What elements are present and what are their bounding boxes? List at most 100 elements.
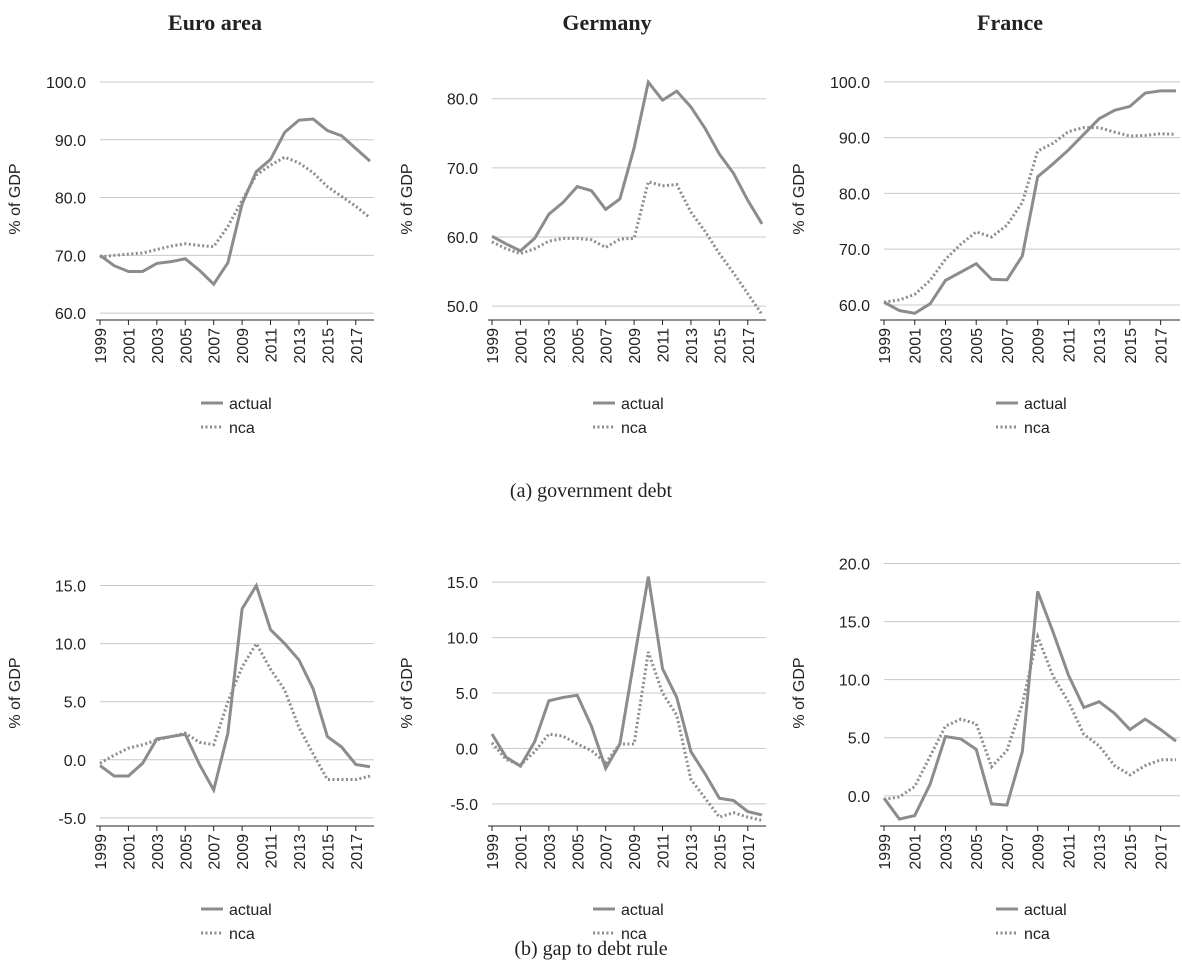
legend-label: nca — [229, 420, 255, 437]
y-tick-label: 20.0 — [839, 556, 870, 573]
y-tick-label: 70.0 — [447, 161, 478, 178]
x-tick-label: 2007 — [207, 834, 224, 870]
legend-label: actual — [229, 902, 272, 919]
series-line — [491, 78, 764, 253]
x-tick-label: 2013 — [684, 328, 701, 364]
y-tick-label: 60.0 — [55, 306, 86, 323]
x-tick-label: 2017 — [349, 328, 366, 364]
legend-label: actual — [621, 902, 664, 919]
panel-title: Germany — [562, 10, 651, 35]
x-tick-label: 1999 — [485, 328, 502, 364]
legend-label: actual — [229, 396, 272, 413]
y-axis-label: % of GDP — [791, 657, 808, 728]
x-tick-label: 2017 — [741, 328, 758, 364]
x-tick-label: 2015 — [712, 834, 729, 870]
x-tick-label: 2011 — [1061, 328, 1078, 363]
x-tick-label: 2003 — [938, 328, 955, 364]
x-tick-label: 2011 — [656, 328, 673, 363]
legend-label: nca — [229, 926, 255, 943]
x-tick-label: 1999 — [485, 834, 502, 870]
series-line — [882, 590, 1177, 821]
series-line — [883, 126, 1177, 304]
panel: % of GDP -5.0 0.0 5.0 10.0 15.0 1999 2001 2003 20… — [7, 579, 374, 943]
y-tick-label: 15.0 — [839, 615, 870, 632]
x-tick-label: 2005 — [969, 834, 986, 870]
y-tick-label: 5.0 — [456, 686, 478, 703]
x-tick-label: 2011 — [1061, 834, 1078, 869]
x-tick-label: 2017 — [349, 834, 366, 870]
y-axis-label: % of GDP — [791, 163, 808, 234]
y-tick-label: 60.0 — [447, 230, 478, 247]
x-tick-label: 2015 — [320, 834, 337, 870]
x-tick-label: 2001 — [513, 834, 530, 870]
panel: Germany % of GDP 50.0 60.0 70.0 80.0 1999 2001 2… — [399, 10, 766, 437]
y-tick-label: 10.0 — [55, 637, 86, 654]
x-tick-label: 2007 — [599, 834, 616, 870]
x-tick-label: 2001 — [908, 328, 925, 364]
x-tick-label: 2013 — [684, 834, 701, 870]
x-tick-label: 2009 — [1031, 834, 1048, 870]
y-tick-label: 15.0 — [447, 575, 478, 592]
y-axis-label: % of GDP — [7, 163, 24, 234]
x-tick-label: 2011 — [656, 834, 673, 869]
x-tick-label: 2005 — [969, 328, 986, 364]
y-tick-label: 100.0 — [830, 75, 870, 92]
x-tick-label: 2001 — [121, 328, 138, 364]
series-line — [99, 155, 371, 259]
x-tick-label: 2015 — [712, 328, 729, 364]
y-tick-label: 70.0 — [839, 242, 870, 259]
x-tick-label: 2007 — [1000, 328, 1017, 364]
x-tick-label: 1999 — [93, 834, 110, 870]
x-tick-label: 2005 — [178, 328, 195, 364]
legend-label: nca — [621, 420, 647, 437]
y-axis-label: % of GDP — [399, 657, 416, 728]
x-tick-label: 2007 — [1000, 834, 1017, 870]
y-axis-label: % of GDP — [399, 163, 416, 234]
x-tick-label: 2013 — [1092, 328, 1109, 364]
y-tick-label: 5.0 — [64, 695, 86, 712]
series-line — [99, 117, 372, 287]
x-tick-label: 2009 — [235, 328, 252, 364]
x-tick-label: 2001 — [908, 834, 925, 870]
x-tick-label: 2017 — [1154, 834, 1171, 870]
x-tick-label: 2011 — [264, 834, 281, 869]
y-tick-label: 5.0 — [848, 731, 870, 748]
x-tick-label: 2013 — [1092, 834, 1109, 870]
series-line — [99, 581, 371, 795]
y-tick-label: 50.0 — [447, 299, 478, 316]
panel-title: France — [977, 10, 1043, 35]
x-tick-label: 1999 — [877, 328, 894, 364]
x-tick-label: 2003 — [542, 328, 559, 364]
x-tick-label: 2007 — [207, 328, 224, 364]
y-tick-label: 15.0 — [55, 579, 86, 596]
legend-label: nca — [621, 926, 647, 943]
x-tick-label: 2011 — [264, 328, 281, 363]
y-tick-label: 0.0 — [456, 741, 478, 758]
y-tick-label: 80.0 — [839, 186, 870, 203]
x-tick-label: 2003 — [938, 834, 955, 870]
y-tick-label: 100.0 — [46, 75, 86, 92]
y-tick-label: 90.0 — [55, 133, 86, 150]
x-tick-label: 2009 — [1031, 328, 1048, 364]
panel: Euro area % of GDP 60.0 70.0 80.0 90.0 100.0 19… — [7, 10, 374, 437]
y-tick-label: 10.0 — [447, 631, 478, 648]
x-tick-label: 2001 — [121, 834, 138, 870]
caption: (b) gap to debt rule — [514, 938, 667, 960]
x-tick-label: 1999 — [877, 834, 894, 870]
x-tick-label: 2015 — [1123, 834, 1140, 870]
x-tick-label: 1999 — [93, 328, 110, 364]
x-tick-label: 2007 — [599, 328, 616, 364]
legend-label: actual — [1024, 396, 1067, 413]
x-tick-label: 2013 — [292, 834, 309, 870]
y-tick-label: 0.0 — [848, 789, 870, 806]
y-tick-label: -5.0 — [58, 811, 86, 828]
y-tick-label: 0.0 — [64, 753, 86, 770]
x-tick-label: 2013 — [292, 328, 309, 364]
x-tick-label: 2005 — [570, 328, 587, 364]
y-tick-label: 60.0 — [839, 298, 870, 315]
caption: (a) government debt — [510, 480, 673, 502]
legend-label: actual — [1024, 902, 1067, 919]
x-tick-label: 2003 — [542, 834, 559, 870]
x-tick-label: 2017 — [1154, 328, 1171, 364]
